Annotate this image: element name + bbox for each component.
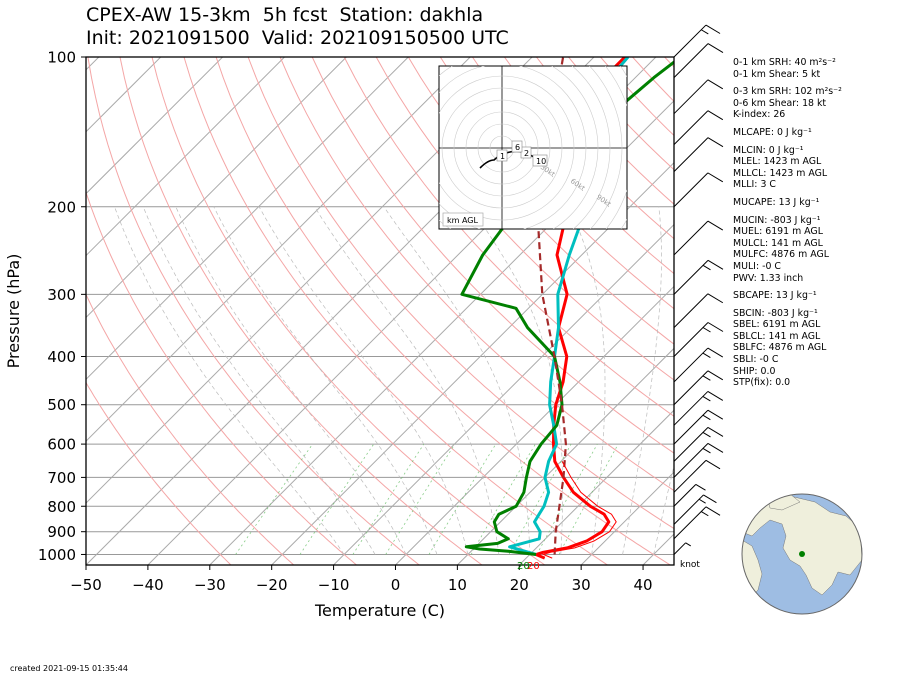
wind-units-label: knot — [680, 560, 700, 570]
stat-line: STP(fix): 0.0 — [733, 377, 791, 389]
y-tick-label: 400 — [47, 348, 76, 366]
y-tick-label: 1000 — [38, 546, 76, 564]
x-tick-label: 30 — [572, 576, 591, 594]
surface-temp-label: 20 — [527, 561, 540, 572]
wind-barb — [673, 220, 724, 256]
stat-line: MULI: -0 C — [733, 260, 781, 272]
hodograph-height-marker: 1 — [500, 152, 505, 161]
profile-series-4 — [535, 57, 568, 555]
stat-line: MUCIN: -803 J kg⁻¹ — [733, 214, 821, 226]
wind-barb — [673, 494, 717, 525]
x-tick-label: −30 — [194, 576, 226, 594]
stat-line: 0-3 km SRH: 102 m²s⁻² — [733, 86, 842, 98]
y-tick-label: 500 — [47, 396, 76, 414]
stat-line: MULCL: 141 m AGL — [733, 237, 823, 249]
x-tick-label: −50 — [70, 576, 102, 594]
wind-barb — [673, 110, 724, 145]
wind-barb — [673, 370, 724, 406]
hodograph-height-marker: 6 — [515, 143, 520, 152]
wind-barb — [673, 459, 721, 493]
temperature-envelope — [541, 461, 617, 559]
wind-barb — [673, 293, 724, 329]
y-tick-label: 300 — [47, 286, 76, 304]
x-tick-label: −20 — [256, 576, 288, 594]
stat-line: MLLI: 3 C — [733, 179, 776, 191]
wind-barb — [673, 259, 724, 295]
wind-barb — [673, 442, 724, 478]
x-tick-label: −40 — [132, 576, 164, 594]
stat-line: MLEL: 1423 m AGL — [733, 156, 822, 168]
station-marker — [799, 551, 805, 557]
stat-line: MULFC: 4876 m AGL — [733, 249, 829, 261]
y-tick-label: 800 — [47, 498, 76, 516]
background-lines — [86, 57, 674, 565]
wind-barb — [673, 137, 724, 172]
x-tick-label: 40 — [634, 576, 653, 594]
stats-panel: 0-1 km SRH: 40 m²s⁻² 0-1 km Shear: 5 kt 0-… — [733, 57, 842, 389]
surface-dew-label: 20 — [517, 561, 530, 572]
stat-line: SBLCL: 141 m AGL — [733, 330, 821, 342]
y-tick-label: 100 — [47, 49, 76, 67]
wind-barb — [673, 426, 724, 462]
y-axis-label: Pressure (hPa) — [4, 254, 23, 369]
stat-line: SHIP: 0.0 — [733, 365, 776, 377]
wind-barb — [673, 172, 724, 208]
stat-line: SBCIN: -803 J kg⁻¹ — [733, 307, 818, 319]
stat-line: PWV: 1.33 inch — [733, 272, 804, 284]
stat-line: MLLCL: 1423 m AGL — [733, 167, 828, 179]
wind-barb — [673, 24, 721, 58]
x-tick-label: 10 — [448, 576, 467, 594]
wind-barb — [673, 43, 724, 78]
hodograph-height-marker: 2 — [524, 149, 529, 158]
x-axis-label: Temperature (C) — [314, 601, 445, 620]
wind-barb — [673, 409, 724, 445]
stat-line: SBEL: 6191 m AGL — [733, 319, 821, 331]
chart-title-line2: Init: 2021091500 Valid: 202109150500 UTC — [86, 27, 509, 49]
y-tick-label: 700 — [47, 469, 76, 487]
wind-barb — [673, 391, 724, 426]
wind-barb — [673, 506, 721, 540]
stat-line: 0-1 km Shear: 5 kt — [733, 68, 821, 80]
wind-barb — [673, 79, 724, 115]
stat-line: SBCAPE: 13 J kg⁻¹ — [733, 290, 817, 302]
stat-line: MLCAPE: 0 J kg⁻¹ — [733, 126, 812, 138]
wind-barb — [673, 347, 724, 383]
stat-line: MUCAPE: 13 J kg⁻¹ — [733, 196, 820, 208]
x-tick-label: −10 — [318, 576, 350, 594]
hodograph-label: km AGL — [447, 216, 479, 225]
stat-line: MUEL: 6191 m AGL — [733, 226, 823, 238]
plot-frame — [85, 56, 675, 566]
stat-line: 0-6 km Shear: 18 kt — [733, 97, 827, 109]
y-tick-label: 600 — [47, 436, 76, 454]
chart-title-line1: CPEX-AW 15-3km 5h fcst Station: dakhla — [86, 4, 484, 26]
stat-line: 0-1 km SRH: 40 m²s⁻² — [733, 57, 836, 68]
y-tick-label: 900 — [47, 523, 76, 541]
stat-line: MLCIN: 0 J kg⁻¹ — [733, 144, 804, 156]
hodograph-height-marker: 10 — [536, 157, 546, 166]
created-timestamp: created 2021-09-15 01:35:44 — [10, 664, 128, 673]
axis-ticks: −50 −40 −30 −20 −10 0 10 20 30 40 100 200 300 400 500 6… — [38, 49, 653, 595]
x-tick-label: 20 — [510, 576, 529, 594]
y-tick-label: 200 — [47, 198, 76, 216]
wind-barb — [673, 483, 706, 507]
stat-line: SBLFC: 4876 m AGL — [733, 342, 827, 354]
stat-line: SBLI: -0 C — [733, 354, 779, 366]
stat-line: K-index: 26 — [733, 109, 786, 121]
wind-barb — [673, 542, 692, 555]
x-tick-label: 0 — [391, 576, 401, 594]
globe-locator — [741, 493, 863, 615]
wind-barbs — [673, 24, 724, 555]
wind-barb — [673, 322, 724, 357]
